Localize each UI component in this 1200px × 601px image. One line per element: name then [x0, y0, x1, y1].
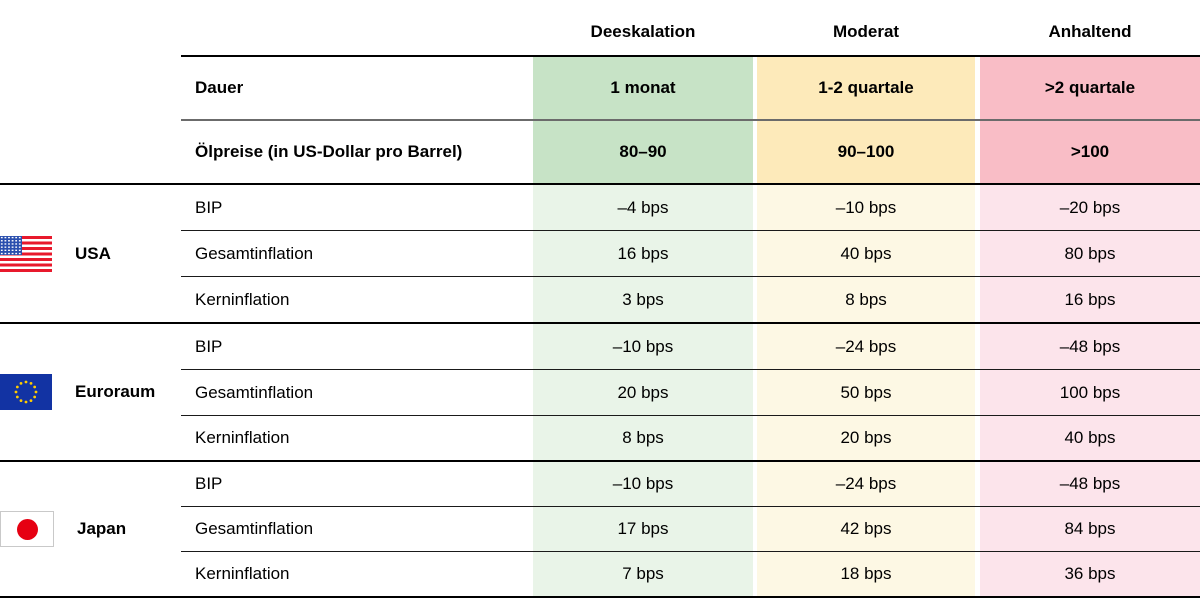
value-cell: –10 bps: [533, 462, 753, 506]
spacer: [181, 0, 533, 55]
table-row: Kerninflation 7 bps 18 bps 36 bps: [0, 552, 1200, 596]
table-row: Gesamtinflation 20 bps 50 bps 100 bps: [0, 370, 1200, 415]
row-divider-line: [181, 369, 1200, 370]
section-euroraum: Euroraum BIP –10 bps –24 bps –48 bps Ges…: [0, 324, 1200, 460]
row-label: BIP: [195, 336, 223, 356]
section-divider-line: [0, 460, 1200, 462]
row-label: BIP: [195, 474, 223, 493]
value-cell: 16 bps: [533, 231, 753, 276]
value-cell: 20 bps: [757, 416, 975, 460]
value-cell: 84 bps: [980, 507, 1200, 551]
value-cell: 18 bps: [757, 552, 975, 596]
oelpreise-deeskalation: 80–90: [533, 121, 753, 183]
value-cell: 7 bps: [533, 552, 753, 596]
table-row: BIP –10 bps –24 bps –48 bps: [0, 324, 1200, 369]
region-japan: Japan: [0, 462, 181, 596]
table-row: Gesamtinflation 16 bps 40 bps 80 bps: [0, 231, 1200, 276]
value-cell: 8 bps: [533, 416, 753, 460]
value-cell: –48 bps: [980, 324, 1200, 369]
dauer-moderat: 1-2 quartale: [757, 57, 975, 119]
region-name: USA: [75, 243, 111, 263]
row-label: Kerninflation: [195, 289, 290, 309]
row-oelpreise: Ölpreise (in US-Dollar pro Barrel) 80–90…: [0, 121, 1200, 183]
row-divider-line: [181, 551, 1200, 552]
value-cell: 80 bps: [980, 231, 1200, 276]
row-label: BIP: [195, 197, 223, 217]
value-cell: 42 bps: [757, 507, 975, 551]
row-divider-line: [181, 276, 1200, 277]
table-row: BIP –10 bps –24 bps –48 bps: [0, 462, 1200, 506]
table-row: BIP –4 bps –10 bps –20 bps: [0, 185, 1200, 230]
value-cell: 40 bps: [980, 416, 1200, 460]
oelpreise-anhaltend: >100: [980, 121, 1200, 183]
japan-flag-icon: [0, 511, 54, 547]
spacer: [0, 57, 181, 119]
oelpreise-moderat: 90–100: [757, 121, 975, 183]
column-header-anhaltend: Anhaltend: [1048, 21, 1132, 41]
section-divider-line: [0, 183, 1200, 185]
table-row: Kerninflation 8 bps 20 bps 40 bps: [0, 416, 1200, 460]
value-cell: 36 bps: [980, 552, 1200, 596]
value-cell: 40 bps: [757, 231, 975, 276]
value-cell: 20 bps: [533, 370, 753, 415]
region-euroraum: Euroraum: [0, 324, 181, 460]
value-cell: –24 bps: [757, 324, 975, 369]
value-cell: –10 bps: [533, 324, 753, 369]
row-divider-line: [181, 415, 1200, 416]
value-cell: 8 bps: [757, 277, 975, 322]
row-label: Kerninflation: [195, 564, 290, 583]
usa-flag-icon: [0, 235, 52, 272]
row-label: Kerninflation: [195, 428, 290, 447]
row-divider-line: [181, 506, 1200, 507]
scenario-header-row: Deeskalation Moderat Anhaltend: [0, 0, 1200, 55]
value-cell: 17 bps: [533, 507, 753, 551]
table-row: Gesamtinflation 17 bps 42 bps 84 bps: [0, 507, 1200, 551]
row-dauer: Dauer 1 monat 1-2 quartale >2 quartale: [0, 57, 1200, 119]
value-cell: –10 bps: [757, 185, 975, 230]
value-cell: –20 bps: [980, 185, 1200, 230]
section-usa: USA BIP –4 bps –10 bps –20 bps Gesamtinf…: [0, 185, 1200, 322]
value-cell: –48 bps: [980, 462, 1200, 506]
value-cell: 50 bps: [757, 370, 975, 415]
row-label: Gesamtinflation: [195, 243, 314, 263]
region-usa: USA: [0, 185, 181, 322]
column-header-moderat: Moderat: [832, 21, 900, 41]
row-label: Gesamtinflation: [195, 382, 314, 402]
section-divider-line: [0, 322, 1200, 324]
section-japan: Japan BIP –10 bps –24 bps –48 bps Gesamt…: [0, 462, 1200, 596]
region-name: Japan: [77, 519, 127, 538]
table-row: Kerninflation 3 bps 8 bps 16 bps: [0, 277, 1200, 322]
eu-flag-icon: [0, 374, 52, 410]
value-cell: –4 bps: [533, 185, 753, 230]
header-divider-line: [181, 55, 1200, 57]
value-cell: –24 bps: [757, 462, 975, 506]
table-bottom-line: [0, 596, 1200, 598]
dauer-anhaltend: >2 quartale: [980, 57, 1200, 119]
spacer: [0, 121, 181, 183]
dauer-deeskalation: 1 monat: [533, 57, 753, 119]
row-label: Gesamtinflation: [195, 519, 314, 538]
value-cell: 3 bps: [533, 277, 753, 322]
region-name: Euroraum: [75, 382, 156, 401]
column-header-deeskalation: Deeskalation: [590, 21, 696, 41]
dauer-label: Dauer: [195, 78, 244, 97]
oelpreise-label: Ölpreise (in US-Dollar pro Barrel): [195, 142, 463, 161]
value-cell: 100 bps: [980, 370, 1200, 415]
dauer-oil-divider-line: [181, 119, 1200, 121]
row-divider-line: [181, 230, 1200, 231]
spacer: [0, 0, 181, 55]
value-cell: 16 bps: [980, 277, 1200, 322]
